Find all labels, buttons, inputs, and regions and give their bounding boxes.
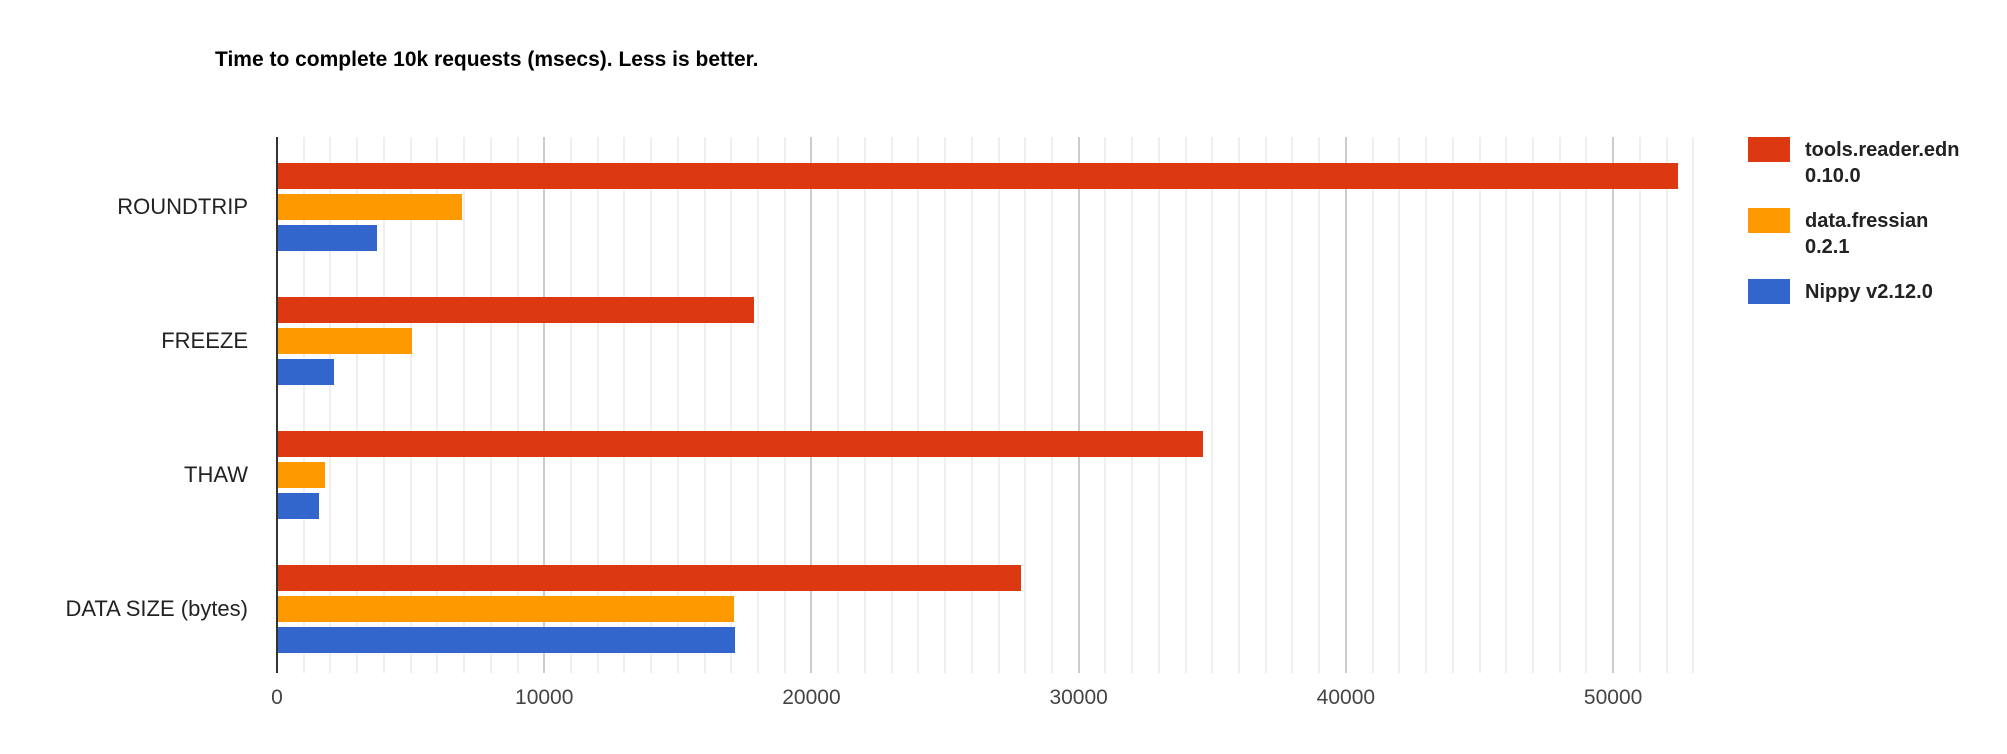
bar-nippy-v2-12-0-data-size-bytes — [278, 627, 735, 653]
category-label: DATA SIZE (bytes) — [65, 596, 248, 621]
legend-label: tools.reader.edn 0.10.0 — [1805, 137, 1960, 189]
x-axis-baseline — [276, 137, 278, 673]
bar-data-fressian-0-2-1-roundtrip — [278, 194, 463, 220]
gridline-minor — [356, 137, 359, 673]
gridline-minor — [1638, 137, 1641, 673]
legend-label-line: data.fressian — [1805, 210, 1929, 232]
gridline-minor — [1371, 137, 1374, 673]
x-tick-label: 40000 — [1316, 686, 1376, 709]
gridline-minor — [463, 137, 466, 673]
gridline-minor — [1291, 137, 1294, 673]
x-tick-label: 50000 — [1583, 686, 1643, 709]
gridline-major — [1612, 137, 1615, 673]
gridline-minor — [1264, 137, 1267, 673]
bar-data-fressian-0-2-1-thaw — [278, 462, 325, 488]
legend-label-line: 0.2.1 — [1805, 236, 1850, 258]
bar-data-fressian-0-2-1-freeze — [278, 328, 412, 354]
gridline-minor — [516, 137, 519, 673]
legend-item: tools.reader.edn 0.10.0 — [1748, 137, 1960, 189]
legend-label-line: tools.reader.edn — [1805, 139, 1960, 161]
x-tick-label: 30000 — [1049, 686, 1108, 709]
gridline-minor — [1451, 137, 1454, 673]
gridline-minor — [1184, 137, 1187, 673]
gridline-minor — [1318, 137, 1321, 673]
x-tick-label: 0 — [271, 686, 283, 709]
legend-item: Nippy v2.12.0 — [1748, 279, 1960, 305]
category-label: THAW — [184, 462, 248, 487]
gridline-minor — [1692, 137, 1695, 673]
bar-nippy-v2-12-0-thaw — [278, 493, 320, 519]
legend-row: Nippy v2.12.0 — [1748, 279, 1960, 305]
legend-item: data.fressian 0.2.1 — [1748, 208, 1960, 260]
legend-label: data.fressian 0.2.1 — [1805, 208, 1928, 260]
legend-swatch — [1748, 208, 1790, 233]
gridline-minor — [1585, 137, 1588, 673]
x-tick-label: 10000 — [515, 686, 574, 709]
gridline-minor — [970, 137, 973, 673]
gridline-minor — [757, 137, 759, 673]
gridline-minor — [1104, 137, 1107, 673]
bar-tools-reader-edn-0-10-0-data-size-bytes — [278, 565, 1021, 591]
legend-swatch — [1748, 137, 1790, 162]
gridline-minor — [650, 137, 653, 673]
gridline-minor — [730, 137, 733, 673]
legend-row: tools.reader.edn 0.10.0 — [1748, 137, 1960, 189]
gridline-minor — [1157, 137, 1160, 673]
gridline-major — [1344, 137, 1347, 673]
gridline-minor — [596, 137, 599, 673]
gridline-minor — [1398, 137, 1401, 673]
category-label: FREEZE — [161, 328, 248, 353]
bar-tools-reader-edn-0-10-0-thaw — [278, 431, 1203, 457]
legend-label-line: 0.10.0 — [1805, 165, 1861, 187]
bar-nippy-v2-12-0-freeze — [278, 359, 335, 385]
gridline-minor — [783, 137, 786, 673]
gridline-minor — [917, 137, 920, 673]
gridline-minor — [1131, 137, 1134, 673]
bar-tools-reader-edn-0-10-0-freeze — [278, 297, 754, 323]
gridline-minor — [1505, 137, 1508, 673]
gridline-major — [1077, 137, 1080, 673]
gridline-major — [810, 137, 813, 673]
gridline-minor — [489, 137, 492, 673]
gridline-minor — [569, 137, 572, 673]
bar-nippy-v2-12-0-roundtrip — [278, 225, 377, 251]
gridline-minor — [1050, 137, 1053, 673]
gridline-minor — [436, 137, 439, 673]
gridline-minor — [623, 137, 626, 673]
gridline-minor — [382, 137, 385, 673]
legend: tools.reader.edn 0.10.0 data.fressian 0.2.1… — [1748, 137, 1960, 324]
gridline-minor — [1478, 137, 1481, 673]
legend-label: Nippy v2.12.0 — [1805, 279, 1933, 305]
gridline-minor — [1531, 137, 1534, 673]
gridline-minor — [890, 137, 893, 673]
legend-swatch — [1748, 279, 1790, 304]
x-tick-label: 20000 — [782, 686, 841, 709]
gridline-minor — [1211, 137, 1214, 673]
gridline-minor — [997, 137, 1000, 673]
gridline-minor — [703, 137, 706, 673]
gridline-minor — [1665, 137, 1668, 673]
gridline-minor — [302, 137, 305, 673]
gridline-major — [543, 137, 546, 673]
bar-data-fressian-0-2-1-data-size-bytes — [278, 596, 734, 622]
gridline-minor — [329, 137, 332, 673]
category-label: ROUNDTRIP — [117, 194, 248, 219]
gridline-minor — [409, 137, 412, 673]
gridline-minor — [837, 137, 840, 673]
chart-title: Time to complete 10k requests (msecs). L… — [215, 48, 759, 71]
gridline-minor — [1238, 137, 1240, 673]
gridline-minor — [1425, 137, 1428, 673]
bar-tools-reader-edn-0-10-0-roundtrip — [278, 163, 1679, 189]
gridline-minor — [676, 137, 679, 673]
gridline-minor — [944, 137, 947, 673]
gridline-minor — [1024, 137, 1027, 673]
legend-label-line: Nippy v2.12.0 — [1805, 281, 1933, 303]
gridline-minor — [1558, 137, 1561, 673]
legend-row: data.fressian 0.2.1 — [1748, 208, 1960, 260]
gridline-minor — [863, 137, 866, 673]
